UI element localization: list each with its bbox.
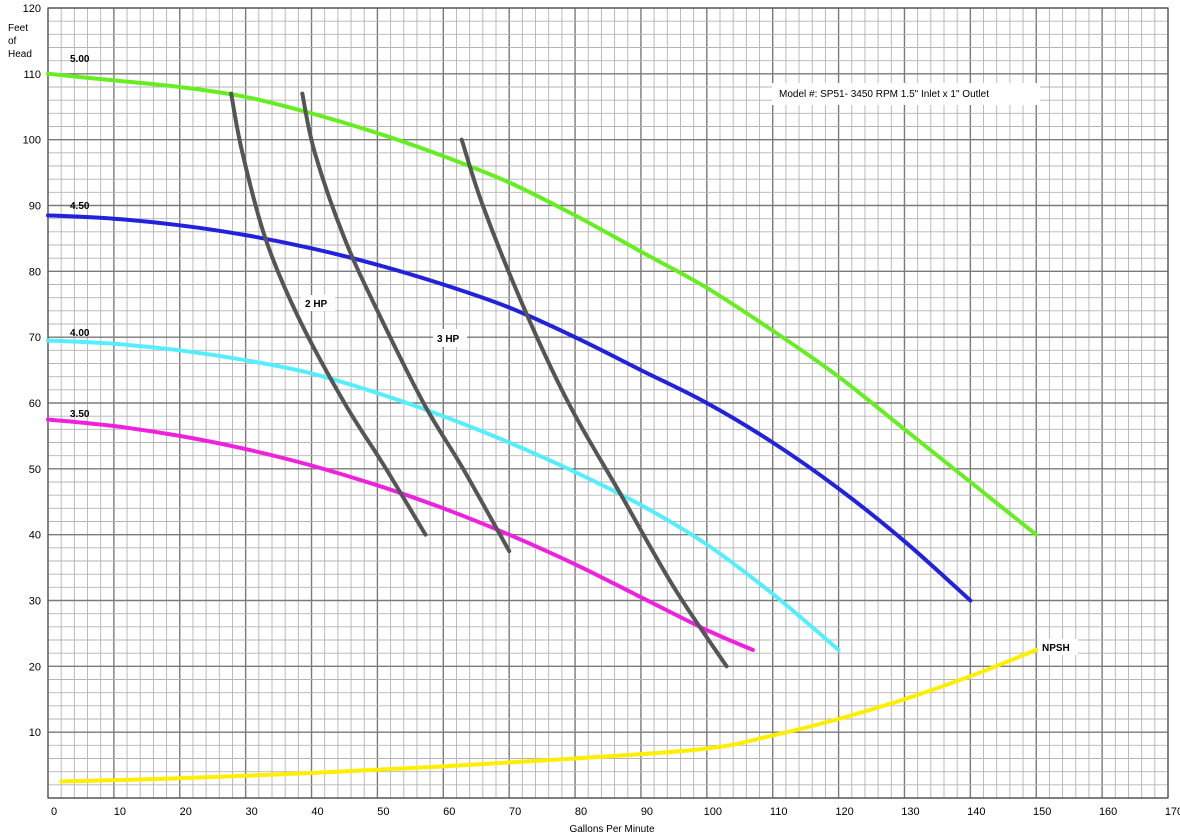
plot-frame	[47, 7, 1169, 799]
model-annotation-bg	[772, 83, 1040, 105]
series-line-5-00	[46, 71, 1039, 537]
series-label-4-00: 4.00	[70, 328, 90, 339]
x-tick-label: 140	[967, 806, 985, 818]
series-label-4-50: 4.50	[70, 201, 90, 212]
y-axis-title-line3: Head	[8, 49, 32, 60]
x-tick-label: 110	[770, 806, 788, 818]
x-tick-label: 40	[311, 806, 323, 818]
grid	[47, 7, 1169, 799]
model-annotation: Model #: SP51- 3450 RPM 1.5" Inlet x 1" …	[779, 89, 989, 100]
y-tick-label: 80	[29, 266, 41, 278]
x-tick-label: 60	[443, 806, 455, 818]
y-axis-title-line1: Feet	[8, 23, 28, 34]
y-tick-label: 90	[29, 201, 41, 213]
hp-label-3hp: 3 HP	[437, 334, 460, 345]
x-tick-label: 30	[246, 806, 258, 818]
y-tick-label: 40	[29, 530, 41, 542]
x-tick-label: 50	[377, 806, 389, 818]
x-tick-label: 170	[1165, 806, 1180, 818]
hp3-label-bg	[433, 329, 467, 347]
y-tick-label: 70	[29, 332, 41, 344]
y-tick-label: 110	[23, 69, 41, 81]
y-tick-label: 10	[29, 727, 41, 739]
x-tick-label: 150	[1033, 806, 1051, 818]
y-tick-label: 120	[23, 3, 41, 15]
series-line-horsepower-6	[300, 91, 512, 554]
x-tick-label: 20	[180, 806, 192, 818]
series-line-3-50	[46, 417, 755, 652]
y-tick-label: 20	[29, 661, 41, 673]
series-label-5-00: 5.00	[70, 54, 90, 65]
x-tick-label: 70	[509, 806, 521, 818]
series-line-4-00	[46, 338, 841, 652]
series-line-4-50	[46, 213, 973, 603]
series-label-3-50: 3.50	[70, 409, 90, 420]
x-tick-label: 0	[51, 806, 57, 818]
series-line-2-hp	[229, 91, 428, 537]
npsh-label-bg	[1038, 639, 1078, 655]
x-tick-label: 160	[1099, 806, 1117, 818]
x-tick-label: 130	[901, 806, 919, 818]
y-tick-label: 100	[23, 135, 41, 147]
y-tick-label: 30	[29, 596, 41, 608]
x-tick-label: 10	[114, 806, 126, 818]
x-tick-label: 120	[835, 806, 853, 818]
x-tick-label: 80	[575, 806, 587, 818]
series-line-npsh	[59, 647, 1039, 784]
axes: 0 10 20 30 40 50 60 70 80 90 100 110 120 130 140 150 160…	[23, 3, 1180, 818]
x-tick-label: 100	[704, 806, 722, 818]
hp-label-2hp: 2 HP	[305, 299, 328, 310]
y-tick-label: 50	[29, 464, 41, 476]
series-lines	[46, 71, 1039, 784]
series-line-3-hp	[459, 137, 729, 669]
x-tick-label: 90	[641, 806, 653, 818]
y-axis-title-line2: of	[8, 36, 17, 47]
y-tick-label: 60	[29, 398, 41, 410]
x-axis-title: Gallons Per Minute	[569, 824, 654, 835]
hp2-label-bg	[301, 295, 335, 311]
npsh-label: NPSH	[1042, 643, 1070, 654]
